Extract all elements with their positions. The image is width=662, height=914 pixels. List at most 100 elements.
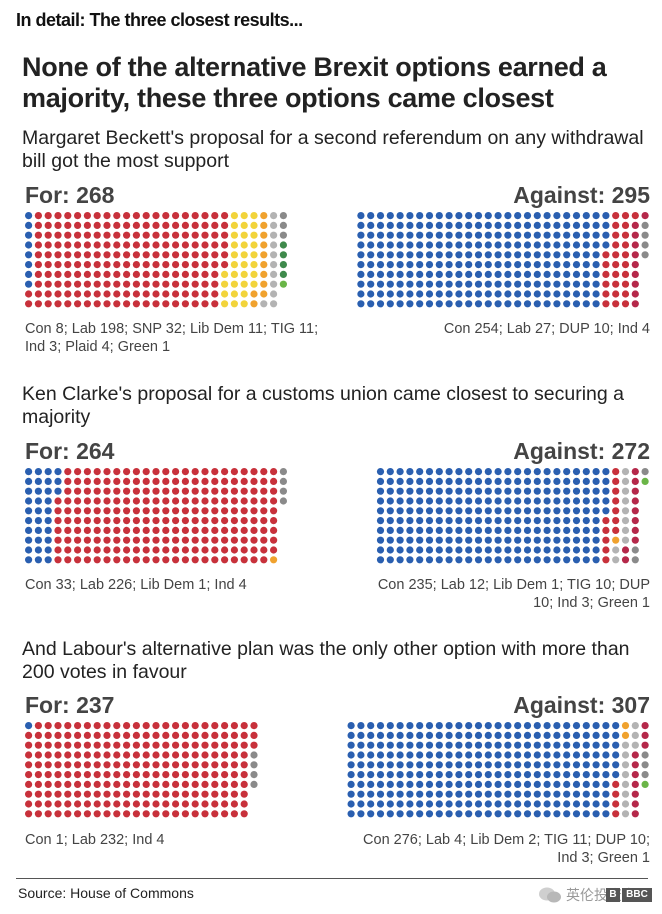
vote-dot-con <box>386 536 394 544</box>
vote-dot-con <box>474 300 483 308</box>
vote-dot-lab <box>221 212 229 220</box>
vote-dot-con <box>572 780 581 788</box>
vote-dot-lab <box>612 241 620 249</box>
vote-dot-lab <box>201 800 209 808</box>
vote-dot-snp <box>230 270 238 278</box>
vote-dot-con <box>592 800 600 808</box>
vote-dot-con <box>592 300 600 308</box>
vote-dot-con <box>445 231 453 239</box>
vote-dot-lab <box>113 212 121 220</box>
vote-dot-lab <box>211 487 219 495</box>
vote-dot-con <box>396 810 404 818</box>
vote-dot-lab <box>74 810 82 818</box>
vote-dot-lab <box>132 800 140 808</box>
vote-dot-con <box>563 212 571 220</box>
panel-3-subtitle: And Labour's alternative plan was the on… <box>22 638 630 683</box>
vote-dot-lab <box>54 261 62 269</box>
vote-dot-con <box>543 800 551 808</box>
vote-dot-lab <box>44 270 52 278</box>
vote-dot-lab <box>83 731 91 739</box>
vote-dot-lab <box>83 290 91 298</box>
vote-dot-lab <box>83 487 91 495</box>
vote-dot-lab <box>260 517 268 525</box>
vote-dot-con <box>553 556 561 564</box>
vote-dot-con <box>514 556 522 564</box>
vote-dot-ind <box>641 241 649 249</box>
vote-dot-con <box>455 761 463 769</box>
vote-dot-lab <box>201 731 209 739</box>
vote-dot-con <box>582 517 590 525</box>
vote-dot-lab <box>162 810 170 818</box>
vote-dot-con <box>367 280 375 288</box>
vote-dot-con <box>592 556 600 564</box>
vote-dot-con <box>602 477 610 485</box>
vote-dot-snp <box>230 300 238 308</box>
vote-dot-con <box>386 231 394 239</box>
vote-dot-con <box>445 556 453 564</box>
vote-dot-lab <box>113 790 121 798</box>
vote-dot-con <box>376 546 385 554</box>
vote-dot-con <box>357 722 365 730</box>
vote-dot-con <box>396 526 404 534</box>
vote-dot-con <box>25 517 33 525</box>
vote-dot-con <box>435 261 443 269</box>
vote-dot-lab <box>123 810 131 818</box>
vote-dot-lab <box>93 251 101 259</box>
vote-dot-lab <box>132 526 140 534</box>
vote-dot-lab <box>240 780 248 788</box>
vote-dot-lab <box>181 290 189 298</box>
vote-dot-lab <box>25 771 33 779</box>
vote-dot-lab <box>172 751 180 759</box>
vote-dot-con <box>357 300 365 308</box>
vote-dot-lab <box>612 800 620 808</box>
vote-dot-con <box>44 497 52 505</box>
vote-dot-con <box>357 800 365 808</box>
vote-dot-con <box>386 526 394 534</box>
vote-dot-con <box>514 517 522 525</box>
vote-dot-con <box>582 546 590 554</box>
vote-dot-lab <box>83 280 91 288</box>
vote-dot-con <box>435 280 443 288</box>
vote-dot-con <box>514 761 522 769</box>
vote-dot-lab <box>201 536 209 544</box>
vote-dot-lab <box>142 280 150 288</box>
vote-dot-lab <box>211 280 219 288</box>
vote-dot-con <box>592 270 600 278</box>
vote-dot-con <box>396 487 404 495</box>
vote-dot-lab <box>621 231 630 239</box>
vote-dot-lab <box>123 280 131 288</box>
vote-dot-lab <box>74 487 82 495</box>
vote-dot-lab <box>93 280 101 288</box>
vote-dot-con <box>543 761 551 769</box>
vote-dot-con <box>455 241 463 249</box>
vote-dot-lab <box>181 536 189 544</box>
vote-dot-con <box>494 497 502 505</box>
vote-dot-lab <box>123 731 131 739</box>
vote-dot-con <box>592 810 600 818</box>
vote-dot-con <box>435 731 443 739</box>
vote-dot-con <box>376 497 385 505</box>
vote-dot-con <box>514 546 522 554</box>
vote-dot-lab <box>44 300 52 308</box>
vote-dot-con <box>484 241 492 249</box>
vote-dot-lab <box>221 731 229 739</box>
vote-dot-lab <box>181 280 189 288</box>
vote-dot-dup <box>631 290 639 298</box>
vote-dot-con <box>494 241 502 249</box>
vote-dot-lab <box>211 300 219 308</box>
vote-dot-lab <box>34 771 42 779</box>
vote-dot-lab <box>230 536 238 544</box>
vote-dot-con <box>435 800 443 808</box>
vote-dot-lab <box>162 497 170 505</box>
vote-dot-lab <box>270 497 278 505</box>
vote-dot-lab <box>191 241 199 249</box>
vote-dot-con <box>582 468 590 476</box>
vote-dot-ind <box>279 477 287 485</box>
vote-dot-con <box>563 507 571 515</box>
vote-dot-lab <box>64 280 72 288</box>
vote-dot-lab <box>211 751 219 759</box>
vote-dot-con <box>543 722 551 730</box>
vote-dot-con <box>396 771 404 779</box>
vote-dot-lab <box>142 468 150 476</box>
vote-dot-con <box>553 731 561 739</box>
